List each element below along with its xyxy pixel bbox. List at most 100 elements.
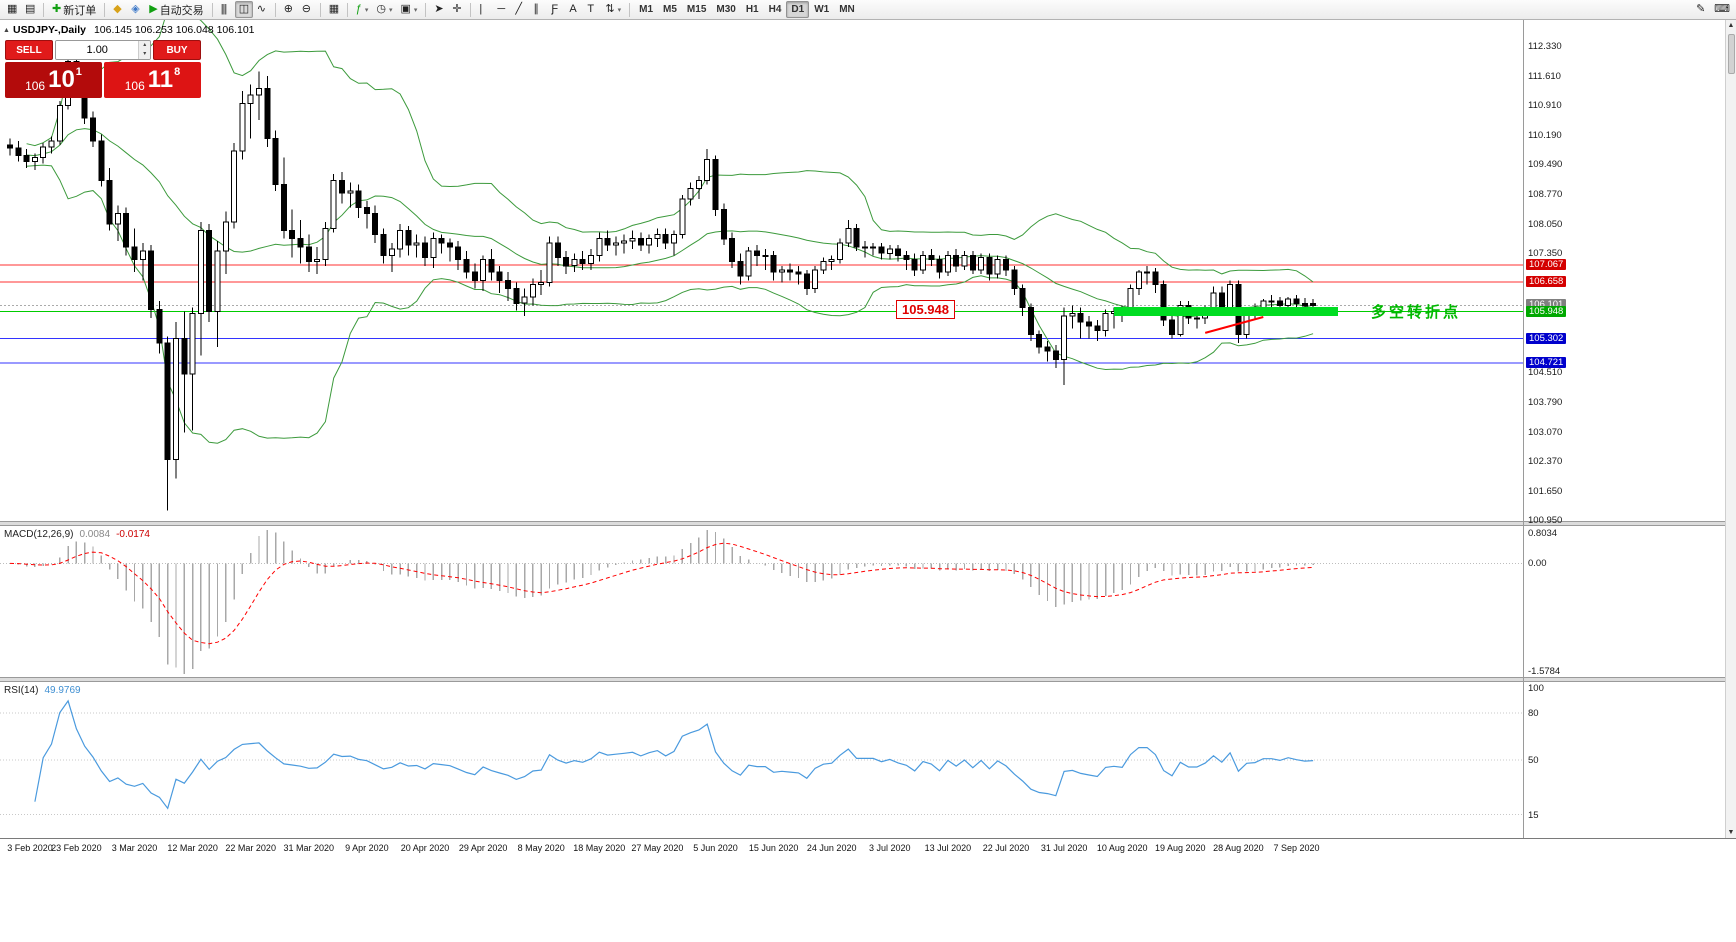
sell-price[interactable]: 106 10 1	[5, 62, 102, 98]
label-tool-icon: T	[587, 3, 594, 15]
tf-w1-button[interactable]: W1	[809, 1, 834, 18]
scroll-down-arrow[interactable]: ▼	[1727, 829, 1735, 836]
price-marker-label: 106.658	[1526, 276, 1567, 288]
trendline-tool-button[interactable]: ╱	[511, 1, 529, 18]
label-tool-button[interactable]: T	[583, 1, 601, 18]
turning-point-annotation[interactable]: 多空转折点	[1371, 304, 1462, 321]
sell-price-big: 10	[48, 66, 75, 93]
docking-button[interactable]: ⌨	[1710, 1, 1733, 18]
templates-menu-button[interactable]: ▣ ▾	[396, 1, 421, 18]
horizontal-line-tool-button[interactable]: ─	[493, 1, 511, 18]
volume-up-button[interactable]: ▴	[139, 41, 150, 50]
rsi-indicator-canvas[interactable]	[0, 682, 1523, 838]
crosshair-tool-button[interactable]: ✛	[448, 1, 466, 18]
time-axis-label: 28 Aug 2020	[1213, 843, 1264, 853]
time-axis-label: 18 May 2020	[573, 843, 626, 853]
tf-h4-button[interactable]: H4	[764, 1, 787, 18]
buy-price[interactable]: 106 11 8	[104, 62, 201, 98]
channel-tool-icon: ∥	[533, 3, 538, 15]
symbol-period-label: USDJPY-,Daily	[13, 24, 86, 36]
one-click-collapse-arrow[interactable]: ▲	[3, 27, 10, 34]
toolbar-separator	[319, 2, 321, 17]
autotrading-button[interactable]: ▶ 自动交易	[145, 1, 207, 18]
tf-h4-label: H4	[768, 4, 782, 15]
periods-menu-button[interactable]: ◷ ▾	[372, 1, 396, 18]
insert-indicator-button[interactable]: ƒ ▾	[352, 1, 373, 18]
time-axis-label: 7 Sep 2020	[1273, 843, 1320, 853]
zoom-out-button[interactable]: ⊖	[298, 1, 316, 18]
fibonacci-tool-button[interactable]: Ƒ	[547, 1, 565, 18]
price-axis-label: 112.330	[1528, 40, 1562, 52]
pane-separator[interactable]	[0, 521, 1736, 526]
pane-separator[interactable]	[0, 677, 1736, 682]
chart-candlesticks-icon: ◫	[238, 3, 249, 15]
price-axis-label: 110.190	[1528, 130, 1562, 141]
tile-windows-button[interactable]: ▦	[325, 1, 343, 18]
time-axis[interactable]: 3 Feb 2020 23 Feb 2020 3 Mar 2020 12 Mar 20…	[0, 838, 1736, 942]
vertical-scrollbar[interactable]: ▲ ▼	[1725, 20, 1736, 838]
vertical-line-tool-button[interactable]: |	[475, 1, 493, 18]
rsi-value: 49.9769	[44, 685, 81, 696]
tf-m15-label: M15	[686, 4, 707, 15]
scroll-up-arrow[interactable]: ▲	[1727, 22, 1735, 29]
profiles-button[interactable]: ▤	[21, 1, 39, 18]
tile-windows-icon: ▦	[328, 3, 339, 15]
chart-line-button[interactable]: ∿	[253, 1, 271, 18]
price-axis-label: 110.910	[1528, 100, 1562, 111]
macd-name: MACD(12,26,9)	[4, 529, 74, 540]
new-order-button[interactable]: ✚ 新订单	[48, 1, 100, 18]
scrollbar-thumb[interactable]	[1728, 34, 1735, 74]
periods-menu-dropdown[interactable]: ▾	[388, 6, 393, 14]
tf-m30-button[interactable]: M30	[711, 1, 740, 18]
arrows-tool-button[interactable]: ⇅ ▾	[601, 1, 625, 18]
insert-indicator-dropdown[interactable]: ▾	[364, 6, 369, 14]
metaeditor-button[interactable]: ◆	[109, 1, 127, 18]
tf-m5-label: M5	[663, 4, 677, 15]
time-axis-label: 24 Jun 2020	[806, 843, 857, 853]
tf-m1-button[interactable]: M1	[634, 1, 658, 18]
price-axis[interactable]: 112.330 111.610 110.910 110.190 109.490 108.7…	[1524, 0, 1614, 942]
crosshair-tool-icon: ✛	[452, 3, 461, 15]
volume-input[interactable]	[56, 41, 139, 59]
fibonacci-tool-icon: Ƒ	[551, 3, 558, 15]
new-chart-button[interactable]: ▦	[3, 1, 21, 18]
price-axis-label: 107.350	[1528, 248, 1563, 260]
price-marker-label: 107.067	[1526, 259, 1567, 271]
main-chart-canvas[interactable]	[0, 20, 1523, 522]
arrows-tool-dropdown[interactable]: ▾	[617, 6, 622, 14]
price-marker-label: 105.948	[1526, 305, 1567, 317]
macd-indicator-canvas[interactable]	[0, 526, 1523, 678]
templates-menu-dropdown[interactable]: ▾	[413, 6, 418, 14]
channel-tool-button[interactable]: ∥	[529, 1, 547, 18]
chart-bars-button[interactable]: |||	[217, 1, 235, 18]
tf-m5-button[interactable]: M5	[658, 1, 682, 18]
buy-price-base: 106	[124, 79, 145, 93]
tf-m15-button[interactable]: M15	[682, 1, 711, 18]
chart-candlesticks-button[interactable]: ◫	[234, 1, 253, 18]
zoom-out-icon: ⊖	[301, 3, 311, 15]
tf-mn-button[interactable]: MN	[834, 1, 860, 18]
text-tool-button[interactable]: A	[565, 1, 583, 18]
time-axis-label: 5 Jun 2020	[693, 843, 738, 853]
cursor-tool-button[interactable]: ➤	[430, 1, 448, 18]
toolbar-separator	[629, 2, 631, 17]
cursor-tool-icon: ➤	[434, 3, 443, 15]
sell-price-sup: 1	[75, 66, 82, 78]
market-icon: ◈	[131, 3, 140, 15]
tf-d1-button[interactable]: D1	[786, 1, 810, 18]
price-axis-label: 0.8034	[1528, 528, 1558, 539]
price-level-flag[interactable]: 105.948	[896, 300, 955, 319]
tf-h1-button[interactable]: H1	[741, 1, 764, 18]
zoom-in-button[interactable]: ⊕	[280, 1, 298, 18]
market-button[interactable]: ◈	[127, 1, 145, 18]
sell-button[interactable]: SELL	[5, 40, 53, 60]
trendline-tool-icon: ╱	[515, 3, 522, 15]
rsi-label: RSI(14) 49.9769	[4, 685, 81, 696]
volume-down-button[interactable]: ▾	[139, 50, 150, 59]
objects-list-button[interactable]: ✎	[1692, 1, 1710, 18]
sell-price-base: 106	[25, 79, 46, 93]
buy-button[interactable]: BUY	[153, 40, 201, 60]
time-axis-label: 20 Apr 2020	[400, 843, 450, 853]
